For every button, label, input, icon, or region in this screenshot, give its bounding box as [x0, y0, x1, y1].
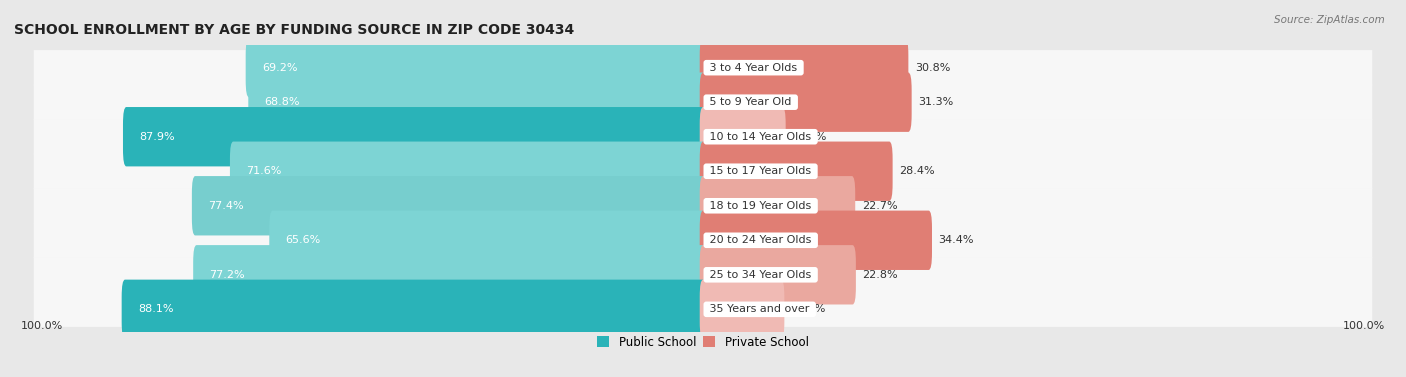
FancyBboxPatch shape	[122, 107, 706, 166]
Text: 34.4%: 34.4%	[939, 235, 974, 245]
Text: 22.7%: 22.7%	[862, 201, 897, 211]
FancyBboxPatch shape	[34, 154, 1372, 189]
Text: 30.8%: 30.8%	[915, 63, 950, 73]
Text: 77.4%: 77.4%	[208, 201, 243, 211]
Text: 11.9%: 11.9%	[792, 304, 827, 314]
Text: 12.1%: 12.1%	[792, 132, 828, 142]
FancyBboxPatch shape	[34, 223, 1372, 258]
Text: 18 to 19 Year Olds: 18 to 19 Year Olds	[706, 201, 815, 211]
Text: 5 to 9 Year Old: 5 to 9 Year Old	[706, 97, 796, 107]
FancyBboxPatch shape	[700, 245, 856, 305]
Text: 35 Years and over: 35 Years and over	[706, 304, 813, 314]
FancyBboxPatch shape	[193, 245, 706, 305]
FancyBboxPatch shape	[700, 141, 893, 201]
FancyBboxPatch shape	[34, 50, 1372, 85]
Text: 100.0%: 100.0%	[1343, 322, 1385, 331]
FancyBboxPatch shape	[246, 38, 706, 97]
FancyBboxPatch shape	[700, 107, 786, 166]
Text: 20 to 24 Year Olds: 20 to 24 Year Olds	[706, 235, 815, 245]
Text: Source: ZipAtlas.com: Source: ZipAtlas.com	[1274, 15, 1385, 25]
Text: 77.2%: 77.2%	[209, 270, 245, 280]
Text: 68.8%: 68.8%	[264, 97, 301, 107]
FancyBboxPatch shape	[34, 119, 1372, 154]
FancyBboxPatch shape	[700, 280, 785, 339]
FancyBboxPatch shape	[34, 257, 1372, 293]
FancyBboxPatch shape	[34, 84, 1372, 120]
Text: 69.2%: 69.2%	[262, 63, 298, 73]
Text: 25 to 34 Year Olds: 25 to 34 Year Olds	[706, 270, 815, 280]
FancyBboxPatch shape	[249, 72, 706, 132]
Text: 31.3%: 31.3%	[918, 97, 953, 107]
FancyBboxPatch shape	[231, 141, 706, 201]
Text: 87.9%: 87.9%	[139, 132, 174, 142]
Text: 22.8%: 22.8%	[862, 270, 898, 280]
Text: SCHOOL ENROLLMENT BY AGE BY FUNDING SOURCE IN ZIP CODE 30434: SCHOOL ENROLLMENT BY AGE BY FUNDING SOUR…	[14, 23, 574, 37]
Text: 65.6%: 65.6%	[285, 235, 321, 245]
FancyBboxPatch shape	[191, 176, 706, 236]
Text: 100.0%: 100.0%	[21, 322, 63, 331]
Legend: Public School, Private School: Public School, Private School	[598, 336, 808, 349]
Text: 28.4%: 28.4%	[900, 166, 935, 176]
FancyBboxPatch shape	[700, 38, 908, 97]
FancyBboxPatch shape	[34, 292, 1372, 327]
Text: 15 to 17 Year Olds: 15 to 17 Year Olds	[706, 166, 815, 176]
FancyBboxPatch shape	[700, 211, 932, 270]
FancyBboxPatch shape	[700, 176, 855, 236]
FancyBboxPatch shape	[700, 72, 911, 132]
FancyBboxPatch shape	[122, 280, 706, 339]
Text: 71.6%: 71.6%	[246, 166, 281, 176]
FancyBboxPatch shape	[270, 211, 706, 270]
Text: 3 to 4 Year Olds: 3 to 4 Year Olds	[706, 63, 801, 73]
Text: 88.1%: 88.1%	[138, 304, 173, 314]
FancyBboxPatch shape	[34, 188, 1372, 223]
Text: 10 to 14 Year Olds: 10 to 14 Year Olds	[706, 132, 815, 142]
